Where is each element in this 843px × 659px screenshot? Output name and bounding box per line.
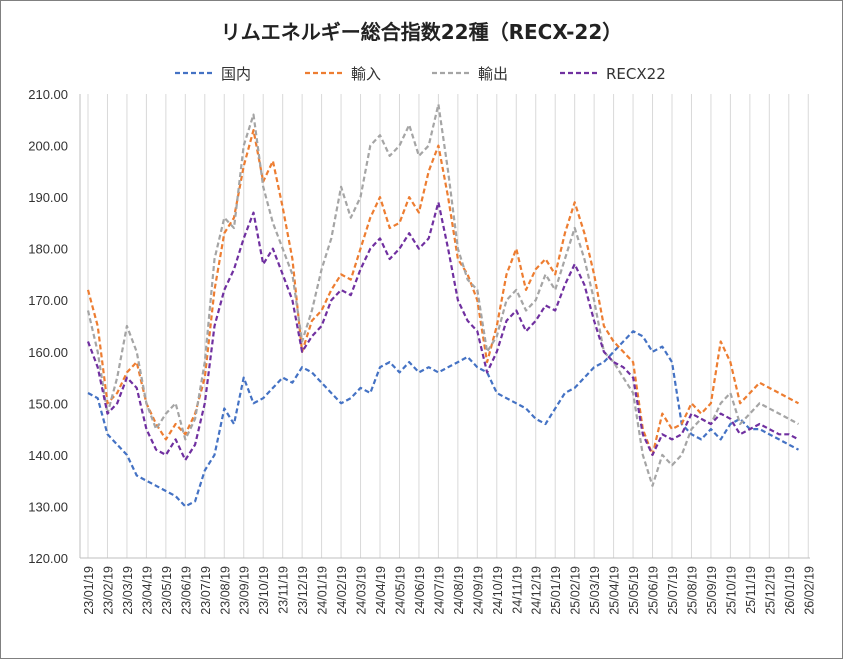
x-tick-label: 25/03/19 (588, 566, 602, 615)
y-tick-label: 210.00 (28, 87, 68, 102)
x-tick-label: 23/11/19 (277, 566, 291, 614)
x-tick-label: 23/04/19 (140, 566, 154, 615)
x-tick-label: 23/12/19 (296, 566, 310, 615)
x-tick-label: 25/12/19 (763, 566, 777, 615)
y-tick-label: 200.00 (28, 139, 68, 154)
legend-label: 輸入 (351, 65, 381, 83)
x-tick-label: 24/10/19 (491, 566, 505, 615)
series-line-RECX22 (86, 201, 800, 462)
x-tick-label: 26/02/19 (802, 566, 816, 615)
legend-label: 国内 (221, 65, 251, 83)
x-tick-label: 25/02/19 (569, 566, 583, 615)
x-tick-label: 24/05/19 (393, 566, 407, 615)
x-tick-label: 25/04/19 (608, 566, 622, 615)
x-tick-label: 24/08/19 (452, 566, 466, 615)
x-tick-label: 23/10/19 (257, 566, 271, 615)
x-tick-label: 25/10/19 (724, 566, 738, 615)
series-line-輸出 (86, 103, 800, 487)
legend-label: 輸出 (478, 65, 508, 83)
x-tick-label: 25/08/19 (685, 566, 699, 615)
legend-label: RECX22 (606, 65, 666, 83)
x-tick-label: 23/09/19 (238, 566, 252, 615)
x-tick-label: 24/04/19 (374, 566, 388, 615)
x-tick-label: 24/11/19 (510, 566, 524, 614)
x-tick-label: 25/11/19 (744, 566, 758, 614)
y-tick-label: 170.00 (28, 293, 68, 308)
x-tick-label: 24/03/19 (355, 566, 369, 615)
x-tick-label: 23/08/19 (218, 566, 232, 615)
x-tick-label: 25/07/19 (666, 566, 680, 615)
x-tick-label: 25/09/19 (705, 566, 719, 615)
x-tick-label: 25/05/19 (627, 566, 641, 615)
x-tick-label: 24/07/19 (432, 566, 446, 615)
series-line-国内 (87, 330, 800, 508)
x-tick-label: 25/01/19 (549, 566, 563, 615)
x-tick-label: 23/03/19 (121, 566, 135, 615)
x-tick-label: 24/06/19 (413, 566, 427, 615)
y-tick-label: 150.00 (28, 396, 68, 411)
chart-title: リムエネルギー総合指数22種（RECX-22） (220, 20, 623, 44)
y-tick-label: 140.00 (28, 448, 68, 463)
x-tick-label: 23/01/19 (82, 566, 96, 615)
y-tick-label: 180.00 (28, 242, 68, 257)
x-tick-label: 25/06/19 (647, 566, 661, 615)
x-tick-label: 23/07/19 (199, 566, 213, 615)
y-tick-label: 160.00 (28, 345, 68, 360)
x-tick-label: 26/01/19 (783, 566, 797, 615)
series-lines (86, 103, 800, 508)
y-tick-label: 190.00 (28, 190, 68, 205)
x-tick-label: 23/06/19 (179, 566, 193, 615)
x-tick-label: 23/02/19 (101, 566, 115, 615)
x-tick-label: 24/12/19 (530, 566, 544, 615)
legend: 国内 輸入 輸出 RECX22 (175, 65, 666, 83)
y-tick-label: 120.00 (28, 551, 68, 566)
axes: 120.00 130.00 140.00 150.00 160.00 170.00 180.… (28, 87, 816, 615)
x-tick-label: 23/05/19 (160, 566, 174, 615)
y-tick-label: 130.00 (28, 499, 68, 514)
grid (87, 94, 809, 558)
x-tick-label: 24/09/19 (471, 566, 485, 615)
series-line-輸入 (86, 129, 800, 456)
x-tick-label: 24/01/19 (316, 566, 330, 615)
x-tick-label: 24/02/19 (335, 566, 349, 615)
